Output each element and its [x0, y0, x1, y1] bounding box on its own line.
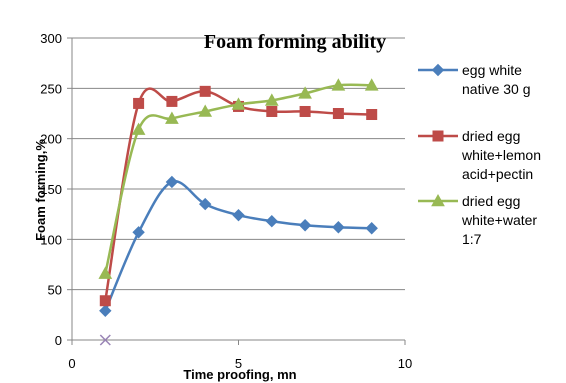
series-2-point-1 — [99, 295, 111, 307]
series-1-point-8 — [332, 221, 345, 234]
series-3 — [98, 78, 379, 279]
extra-point-1-stroke-b — [99, 334, 111, 346]
axes — [67, 37, 406, 345]
legend-label-3-line-1: dried egg — [462, 193, 520, 209]
series-1-point-2 — [132, 226, 145, 239]
legend-marker-3 — [431, 193, 445, 207]
y-tick-label-50: 50 — [48, 283, 62, 298]
legend-entry-1: egg white native 30 g — [418, 62, 531, 97]
series-2-point-8 — [332, 108, 344, 119]
y-tick-label-300: 300 — [40, 31, 62, 46]
series-1-point-7 — [298, 219, 312, 232]
legend-entry-2: dried egg white+lemon acid+pectin — [418, 128, 541, 182]
series-3-point-1 — [98, 266, 113, 279]
x-axis-title: Time proofing, mn — [183, 367, 296, 382]
legend-label-2-line-1: dried egg — [462, 128, 520, 144]
y-tick-label-200: 200 — [40, 132, 62, 147]
series-1-point-9 — [365, 222, 378, 235]
y-tick-label-0: 0 — [55, 333, 62, 348]
series-1-point-6 — [265, 215, 279, 228]
series-2-point-4 — [199, 85, 211, 97]
series-1-point-1 — [99, 304, 112, 318]
legend-label-1-line-2: native 30 g — [462, 81, 531, 97]
series-3-point-6 — [264, 93, 279, 106]
series-3-point-8 — [331, 78, 346, 91]
series-1-point-4 — [198, 197, 212, 211]
series-2-line — [104, 87, 372, 301]
legend-label-1-line-1: egg white — [462, 62, 522, 78]
legend-marker-2 — [432, 130, 444, 142]
series-group — [98, 78, 379, 346]
tick-labels: 0 50 100 150 200 250 300 0 5 10 — [40, 31, 412, 371]
legend-label-2-line-3: acid+pectin — [462, 166, 533, 182]
series-3-point-5 — [231, 97, 246, 110]
y-axis-title: Foam forming,% — [33, 139, 48, 241]
series-2-point-3 — [166, 95, 178, 107]
legend-label-3-line-3: 1:7 — [462, 231, 482, 247]
series-3-point-2 — [131, 122, 146, 135]
extra-point-1 — [99, 334, 111, 346]
grid-lines — [72, 37, 405, 291]
series-2-point-9 — [366, 109, 378, 121]
series-3-point-7 — [298, 86, 312, 99]
legend-marker-1 — [431, 63, 445, 77]
x-tick-label-5: 5 — [235, 356, 242, 371]
y-tick-label-250: 250 — [40, 81, 62, 96]
legend-label-3-line-2: white+water — [461, 212, 537, 228]
chart-title: Foam forming ability — [204, 31, 386, 53]
series-3-point-3 — [165, 111, 179, 124]
x-tick-label-0: 0 — [68, 356, 75, 371]
series-2 — [99, 85, 378, 307]
series-1-point-3 — [165, 175, 179, 189]
legend: egg white native 30 g dried egg white+lemon… — [418, 62, 541, 247]
legend-label-2-line-2: white+lemon — [461, 147, 541, 163]
x-tick-label-10: 10 — [398, 356, 412, 371]
series-2-point-2 — [133, 97, 145, 109]
series-3-point-9 — [364, 78, 379, 91]
y-tick-label-100: 100 — [40, 232, 62, 247]
series-2-point-7 — [299, 105, 311, 117]
y-tick-label-150: 150 — [40, 182, 62, 197]
series-1-point-5 — [232, 208, 245, 222]
series-2-point-6 — [266, 105, 278, 117]
legend-entry-3: dried egg white+water 1:7 — [418, 193, 537, 247]
series-1 — [99, 175, 378, 318]
series-3-point-4 — [198, 104, 213, 117]
